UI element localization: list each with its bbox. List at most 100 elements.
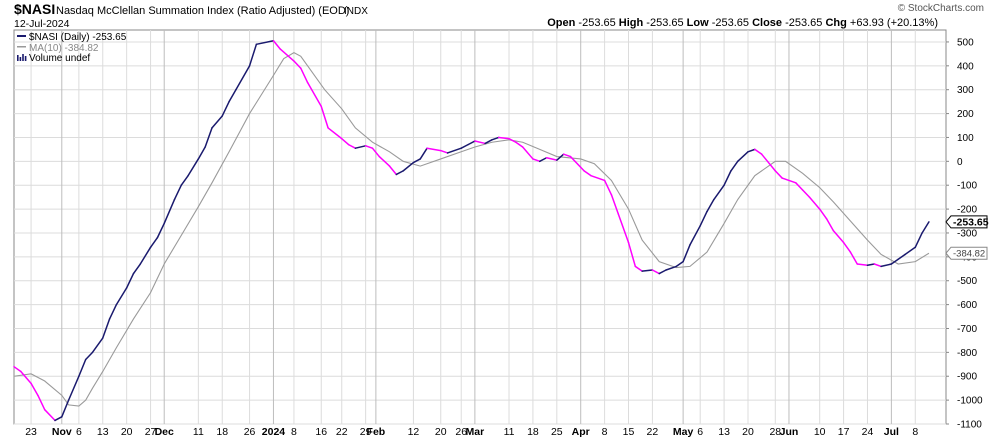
series-segment-nasi [737, 151, 749, 163]
x-tick-label: Dec [155, 426, 174, 438]
series-segment-nasi [347, 143, 357, 149]
series-segment-nasi [641, 269, 654, 272]
series-segment-nasi [235, 65, 251, 91]
series-segment-nasi [849, 251, 858, 265]
series-segment-nasi [300, 67, 309, 84]
series-segment-nasi [562, 153, 572, 158]
series-segment-nasi [808, 196, 821, 210]
series-segment-nasi [460, 143, 469, 149]
y-tick-label: 300 [957, 85, 974, 96]
x-tick-label: 25 [551, 426, 563, 438]
series-line-ma [13, 52, 930, 407]
y-tick-label: -900 [957, 372, 977, 383]
y-tick-label: -200 [957, 205, 977, 216]
series-segment-nasi [795, 182, 804, 191]
price-tag-0: -253.65 [945, 215, 989, 229]
y-tick-label: 0 [957, 157, 963, 168]
x-tick-label: 16 [315, 426, 327, 438]
series-segment-nasi [354, 145, 367, 149]
x-tick-label: May [673, 426, 694, 438]
series-segment-nasi [532, 158, 541, 163]
legend-ma: MA(10) -384.82 [29, 43, 99, 54]
legend-swatch-ma [17, 46, 26, 48]
x-tick-label: Jul [884, 426, 899, 438]
series-segment-nasi [880, 263, 893, 268]
series-segment-nasi [627, 241, 637, 268]
y-tick-label: 400 [957, 61, 974, 72]
series-segment-nasi [904, 246, 917, 256]
series-segment-nasi [37, 394, 46, 411]
series-segment-nasi [897, 253, 906, 260]
series-segment-nasi [467, 140, 476, 146]
x-tick-label: Jun [780, 426, 799, 438]
y-tick-label: -1000 [957, 396, 983, 407]
series-segment-nasi [371, 147, 381, 158]
chart-date: 12-Jul-2024 [14, 18, 70, 30]
series-segment-nasi [781, 177, 797, 184]
series-segment-nasi [682, 244, 691, 263]
series-segment-nasi [91, 337, 104, 354]
y-tick-label: 100 [957, 133, 974, 144]
x-tick-label: 27 [145, 426, 157, 438]
x-tick-label: 20 [742, 426, 754, 438]
x-tick-label: 28 [769, 426, 781, 438]
series-segment-nasi [272, 39, 282, 50]
series-segment-nasi [556, 153, 565, 161]
x-tick-label: 6 [76, 426, 82, 438]
price-tag-box [945, 215, 988, 229]
series-layer [13, 39, 930, 422]
series-segment-nasi [30, 382, 39, 397]
series-segment-nasi [545, 157, 558, 161]
series-segment-nasi [491, 136, 500, 141]
x-tick-label: 22 [336, 426, 348, 438]
ohlc-value: +63.93 (+20.13%) [850, 17, 938, 29]
ohlc-value: -253.65 [578, 17, 615, 29]
chart-exchange: INDX [344, 6, 368, 17]
x-tick-label: 18 [216, 426, 228, 438]
x-tick-label: 10 [814, 426, 826, 438]
x-tick-label: 13 [718, 426, 730, 438]
series-segment-nasi [248, 43, 258, 67]
series-segment-nasi [825, 217, 835, 232]
legend-swatch-nasi [17, 35, 26, 37]
series-segment-nasi [706, 198, 715, 213]
series-segment-nasi [689, 225, 701, 246]
series-segment-nasi [498, 136, 510, 140]
series-segment-nasi [78, 358, 87, 377]
grid [14, 30, 946, 425]
x-tick-label: 22 [647, 426, 659, 438]
series-segment-nasi [412, 158, 422, 164]
price-tag-label: -253.65 [953, 216, 989, 228]
series-segment-nasi [873, 263, 882, 268]
series-segment-nasi [67, 375, 80, 401]
series-segment-nasi [474, 140, 486, 145]
series-segment-nasi [658, 269, 667, 275]
series-segment-nasi [388, 165, 398, 176]
series-segment-nasi [102, 318, 111, 339]
series-segment-nasi [439, 149, 449, 154]
price-tag-label: -384.82 [953, 249, 985, 260]
x-tick-label: 23 [25, 426, 37, 438]
x-tick-label: Nov [52, 426, 72, 438]
series-segment-nasi [842, 241, 852, 253]
ohlc-label: Chg [822, 17, 850, 29]
series-segment-nasi [221, 100, 230, 117]
series-segment-nasi [914, 232, 923, 249]
series-segment-nasi [890, 258, 899, 265]
price-tags: -253.65 -384.82 [945, 215, 989, 260]
series-segment-nasi [426, 147, 442, 152]
series-segment-nasi [651, 269, 660, 275]
series-segment-nasi [801, 189, 811, 198]
series-segment-nasi [538, 157, 548, 163]
x-tick-label: 2024 [262, 426, 286, 438]
series-segment-nasi [419, 147, 428, 160]
x-tick-label: 26 [244, 426, 256, 438]
series-segment-nasi [211, 115, 223, 129]
series-segment-nasi [84, 351, 94, 361]
x-tick-label: 11 [193, 426, 204, 438]
volume-bars-icon [17, 54, 27, 61]
ohlc-label: Close [749, 17, 785, 29]
chart-description: Nasdaq McClellan Summation Index (Ratio … [56, 5, 349, 17]
y-tick-label: 500 [957, 37, 974, 48]
series-segment-nasi [173, 184, 183, 201]
